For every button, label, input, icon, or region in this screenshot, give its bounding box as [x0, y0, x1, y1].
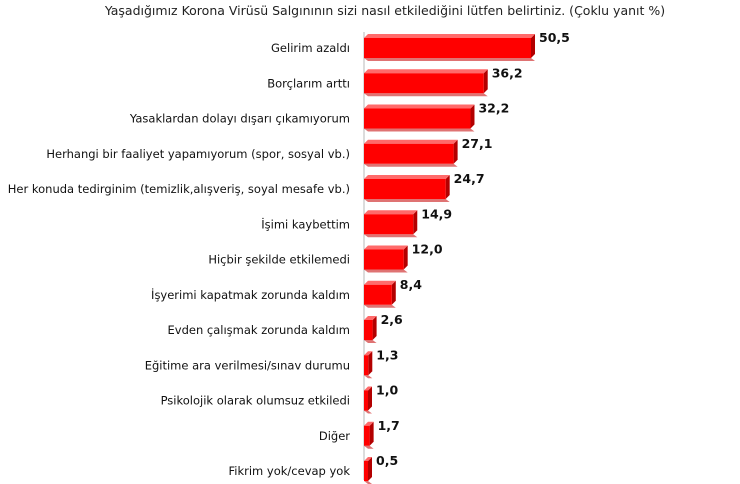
bar-top — [364, 280, 396, 285]
bar-shadow — [364, 128, 475, 132]
bar-side — [531, 34, 535, 58]
bar — [364, 390, 368, 411]
bar-side — [372, 316, 377, 340]
category-label: Hiçbir şekilde etkilemedi — [208, 253, 350, 267]
value-label: 0,5 — [376, 453, 398, 468]
bar — [364, 108, 471, 129]
bar-shadow — [364, 304, 396, 308]
category-label: Her konuda tedirginim (temizlik,alışveri… — [8, 182, 350, 196]
bar-side — [413, 210, 418, 235]
category-label: Psikolojik olarak olumsuz etkiledi — [161, 394, 350, 408]
bar-side — [403, 245, 408, 270]
bars-layer: Gelirim azaldı 50,5 Borçlarım arttı 36,2 Yas… — [8, 30, 570, 484]
bar-side — [369, 421, 374, 446]
bar — [364, 461, 368, 481]
bar-shadow — [364, 269, 408, 273]
category-label: Herhangi bir faaliyet yapamıyorum (spor,… — [46, 147, 350, 161]
bar-top — [364, 351, 373, 356]
bar-shadow — [364, 375, 373, 379]
bar-shadow — [364, 445, 374, 449]
category-label: İşimi kaybettim — [261, 216, 350, 231]
bar — [364, 73, 484, 94]
bar-shadow — [364, 163, 458, 167]
value-label: 1,0 — [376, 383, 398, 398]
category-label: Gelirim azaldı — [271, 41, 350, 55]
bar-top — [364, 245, 408, 250]
category-label: Eğitime ara verilmesi/sınav durumu — [145, 358, 350, 372]
bar — [364, 214, 414, 235]
bar — [364, 320, 373, 340]
bar — [364, 179, 446, 199]
value-label: 1,3 — [376, 347, 398, 362]
category-label: İşyerimi kapatmak zorunda kaldım — [151, 287, 350, 302]
bar-shadow — [364, 410, 372, 414]
value-label: 32,2 — [478, 101, 509, 116]
bar-side — [391, 280, 396, 305]
bar-top — [364, 316, 377, 320]
bar-shadow — [364, 340, 377, 343]
bar-shadow — [364, 93, 488, 97]
bar-shadow — [364, 58, 535, 61]
bar — [364, 249, 404, 270]
bar-side — [368, 457, 372, 481]
bar-shadow — [364, 234, 418, 238]
category-label: Borçlarım arttı — [267, 76, 350, 90]
bar-top — [364, 457, 372, 461]
value-label: 8,4 — [400, 277, 422, 292]
value-label: 1,7 — [378, 418, 400, 433]
value-label: 2,6 — [381, 312, 403, 327]
category-label: Fikrim yok/cevap yok — [229, 464, 351, 478]
category-label: Yasaklardan dolayı dışarı çıkamıyorum — [129, 112, 350, 126]
chart-title: Yaşadığımız Korona Virüsü Salgınının siz… — [104, 3, 665, 18]
value-label: 36,2 — [492, 65, 523, 80]
bar-shadow — [364, 199, 450, 202]
bar-top — [364, 421, 374, 426]
bar-side — [470, 104, 475, 129]
value-label: 50,5 — [539, 30, 570, 45]
bar-top — [364, 386, 372, 391]
bar — [364, 284, 392, 305]
bar-top — [364, 34, 535, 38]
category-label: Evden çalışmak zorunda kaldım — [168, 323, 350, 337]
bar-side — [445, 175, 450, 199]
value-label: 14,9 — [421, 206, 452, 221]
bar — [364, 425, 370, 446]
bar-top — [364, 69, 488, 74]
bar-side — [483, 69, 488, 94]
value-label: 27,1 — [462, 136, 493, 151]
value-label: 12,0 — [412, 242, 443, 257]
bar-side — [368, 351, 373, 376]
bar-side — [368, 386, 372, 411]
bar-top — [364, 210, 418, 215]
bar-top — [364, 175, 450, 179]
value-label: 24,7 — [454, 171, 485, 186]
bar — [364, 355, 369, 376]
bar — [364, 143, 454, 164]
bar-shadow — [364, 481, 372, 484]
bar — [364, 38, 531, 58]
bar-top — [364, 104, 475, 109]
category-label: Diğer — [319, 429, 350, 443]
bar-top — [364, 139, 458, 144]
bar-side — [453, 139, 458, 164]
